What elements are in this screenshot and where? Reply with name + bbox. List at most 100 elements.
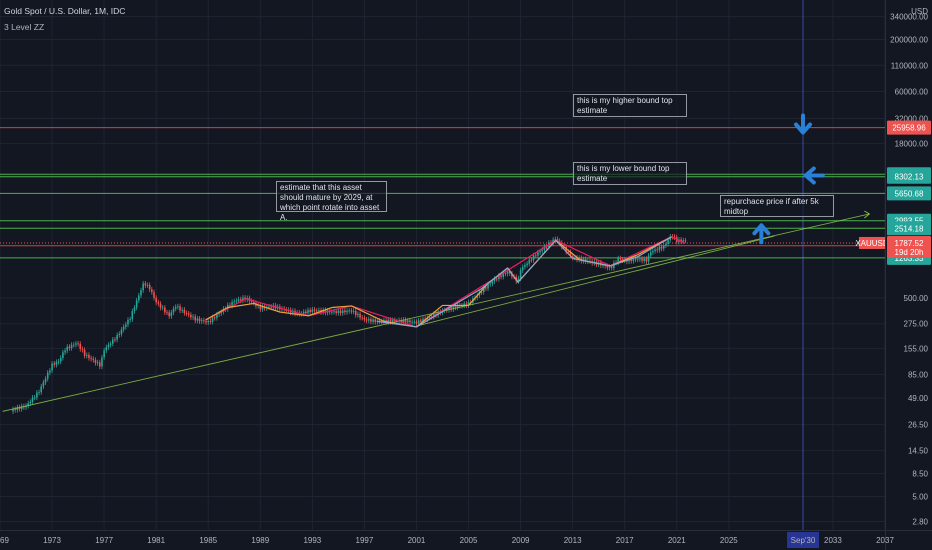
- price-candle: [94, 359, 97, 363]
- price-candle: [422, 318, 424, 322]
- price-candle: [133, 307, 136, 312]
- price-candle: [567, 251, 570, 253]
- price-candle: [341, 310, 344, 314]
- price-candle: [181, 309, 184, 311]
- price-candle: [131, 311, 134, 320]
- price-candle: [261, 306, 264, 310]
- price-candle: [235, 300, 238, 302]
- current-price-tag: [887, 235, 931, 258]
- y-tick-label: 340000.00: [890, 13, 928, 22]
- price-candle: [44, 378, 47, 383]
- repurchase-note[interactable]: repurchace price if after 5k midtop: [720, 195, 834, 217]
- price-candle: [270, 306, 272, 308]
- price-candle: [98, 362, 101, 367]
- price-candle: [16, 407, 19, 410]
- level-label: 8302.13: [895, 173, 924, 182]
- level-tag: [887, 186, 931, 201]
- price-candle: [77, 343, 79, 345]
- x-tick-label: Sep'30: [791, 536, 816, 545]
- price-candle: [179, 306, 181, 311]
- price-candle: [337, 310, 340, 313]
- higher-bound-note[interactable]: this is my higher bound top estimate: [573, 94, 687, 117]
- price-candle: [556, 239, 559, 241]
- price-candle: [339, 310, 342, 314]
- indicator-legend[interactable]: 3 Level ZZ: [4, 22, 45, 32]
- price-candle: [57, 361, 60, 363]
- price-candle: [684, 240, 687, 242]
- price-candle: [606, 266, 609, 268]
- price-candle: [526, 263, 528, 265]
- price-candle: [367, 319, 370, 321]
- price-candle: [354, 310, 357, 316]
- time-axis[interactable]: 1969 1973 1977 1981 1985 1989 1993 1997 2001 2005…: [0, 530, 932, 549]
- x-tick-label: 2005: [460, 536, 478, 545]
- price-candle: [25, 405, 27, 408]
- price-candle: [346, 310, 348, 313]
- price-candle: [682, 240, 685, 242]
- price-candle: [647, 255, 650, 262]
- price-candle: [42, 382, 45, 387]
- price-candle: [200, 320, 203, 322]
- price-axis[interactable]: 340000.00 200000.00 110000.00 60000.00 32000…: [885, 0, 932, 550]
- price-candle: [174, 306, 177, 309]
- maturity-note[interactable]: estimate that this asset should mature b…: [276, 181, 387, 222]
- price-candle: [402, 319, 405, 322]
- price-candle: [452, 305, 455, 310]
- price-candle: [467, 302, 470, 306]
- price-candle: [420, 320, 422, 322]
- price-candle: [315, 310, 318, 312]
- price-candle: [448, 307, 450, 311]
- price-candle: [541, 249, 544, 252]
- price-candle: [68, 346, 71, 349]
- price-candle: [309, 310, 311, 312]
- price-candle: [610, 266, 613, 268]
- lower-bound-note[interactable]: this is my lower bound top estimate: [573, 162, 687, 185]
- price-candle: [33, 397, 36, 399]
- price-candle: [389, 319, 392, 322]
- level-lines: XAUUSD: [0, 127, 889, 259]
- price-candle: [129, 319, 131, 320]
- x-tick-label: 2009: [512, 536, 530, 545]
- y-tick-label: 18000.00: [895, 139, 929, 148]
- price-candle: [617, 258, 619, 263]
- price-candle: [122, 326, 125, 330]
- price-candle: [159, 303, 162, 308]
- y-tick-label: 5.00: [912, 493, 928, 502]
- price-candle: [608, 266, 611, 268]
- level-tag: [887, 221, 931, 236]
- arrow-up-icon: [752, 223, 771, 245]
- price-candle: [450, 307, 452, 310]
- price-candle: [144, 283, 147, 286]
- price-candle: [166, 312, 168, 314]
- countdown-label: 19d 20h: [895, 248, 924, 257]
- price-candle: [654, 249, 656, 251]
- price-candle: [480, 292, 483, 293]
- y-tick-label: 85.00: [908, 370, 929, 379]
- price-candle: [576, 257, 578, 260]
- price-candle: [372, 319, 374, 322]
- trendline-arrowhead: [864, 210, 871, 219]
- price-candle: [417, 320, 420, 324]
- y-tick-label: 2.80: [912, 518, 928, 527]
- price-candle: [194, 316, 197, 321]
- zigzag-lines: [205, 236, 685, 328]
- price-candle: [639, 258, 641, 260]
- y-tick-label: 500.00: [904, 294, 929, 303]
- price-candle: [378, 320, 381, 322]
- price-candle: [146, 284, 149, 286]
- price-candle: [348, 310, 351, 312]
- price-candle: [500, 275, 502, 277]
- x-tick-label: 2021: [668, 536, 686, 545]
- level-label: 1263.33: [895, 254, 924, 263]
- price-candle: [252, 301, 255, 303]
- price-candle: [630, 258, 633, 261]
- price-candle: [495, 278, 498, 280]
- x-tick-label: 2025: [720, 536, 738, 545]
- trendline: [416, 235, 775, 327]
- level-label: 25958.96: [892, 124, 926, 133]
- price-candle: [641, 258, 643, 261]
- price-candle: [101, 357, 103, 367]
- price-candle: [85, 354, 88, 356]
- price-candle: [31, 397, 34, 402]
